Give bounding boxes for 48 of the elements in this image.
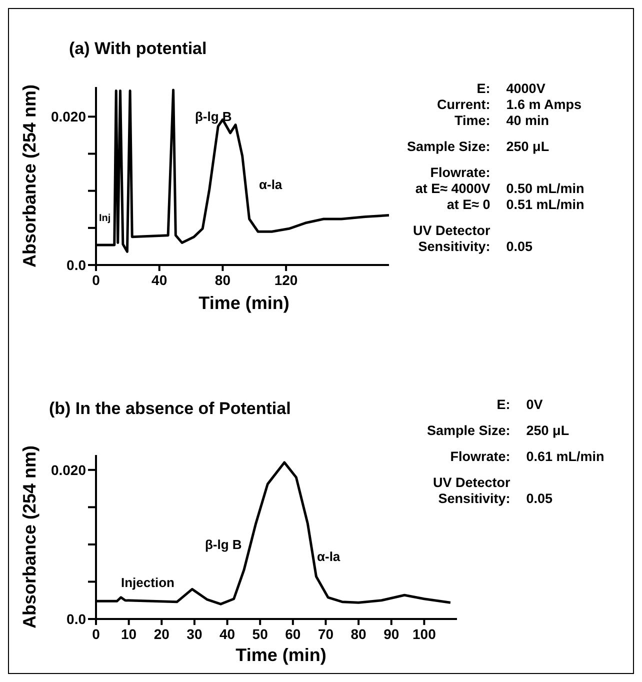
- text: 0V: [526, 397, 544, 413]
- y-axis-title: Absorbance (254 nm): [19, 84, 40, 268]
- x-tick-label: 120: [274, 272, 298, 288]
- x-tick-label: 20: [154, 626, 170, 642]
- annotation: β-lg B: [195, 109, 232, 124]
- text: 0.50 mL/min 0.51 mL/min: [506, 181, 584, 213]
- y-axis-title: Absorbance (254 nm): [19, 445, 40, 629]
- x-tick-label: 80: [214, 272, 231, 288]
- line-series: [96, 88, 389, 253]
- x-axis-title: Time (min): [198, 293, 290, 314]
- x-tick-label: 10: [121, 626, 137, 642]
- text: 250 μL: [506, 139, 550, 155]
- text: 0.05: [526, 491, 554, 507]
- text: Sample Size:: [427, 423, 510, 439]
- text: 4000V 1.6 m Amps 40 min: [506, 81, 583, 129]
- x-tick-label: 40: [219, 626, 236, 642]
- chart-title: (b) In the absence of Potential: [49, 399, 291, 419]
- annotation: α-la: [259, 177, 282, 192]
- annotation: Inj: [99, 213, 111, 224]
- y-tick-label: 0.020: [50, 462, 86, 478]
- x-tick-label: 30: [186, 626, 202, 642]
- annotation: Injection: [121, 575, 174, 590]
- y-tick-label: 0.0: [66, 610, 86, 627]
- x-tick-label: 60: [285, 626, 301, 642]
- x-tick-label: 100: [412, 626, 436, 642]
- y-tick-label: 0.0: [66, 256, 86, 273]
- x-tick-label: 90: [384, 626, 400, 642]
- annotation: UV Detector Sensitivity:: [432, 475, 510, 507]
- text: E:: [496, 397, 510, 413]
- text: 0.05: [506, 239, 534, 255]
- x-tick-label: 70: [318, 626, 334, 642]
- y-tick-label: 0.020: [50, 108, 86, 125]
- x-tick-label: 50: [252, 626, 268, 642]
- text: E: Current: Time:: [436, 81, 490, 129]
- x-tick-label: 40: [152, 272, 168, 288]
- chart-title: (a) With potential: [69, 39, 207, 59]
- annotation: β-lg B: [205, 537, 242, 552]
- text: 250 μL: [526, 423, 570, 439]
- annotation: α-la: [317, 549, 340, 564]
- text: Flowrate: at E≈ 4000V at E≈ 0: [414, 165, 490, 213]
- annotation: Flowrate:: [449, 449, 510, 465]
- x-tick-label: 0: [92, 626, 100, 642]
- text: 0.61 mL/min: [526, 449, 604, 465]
- x-tick-label: 80: [350, 626, 367, 642]
- x-tick-label: 0: [92, 272, 100, 288]
- x-axis-title: Time (min): [234, 645, 328, 666]
- text: UV Detector Sensitivity:: [412, 223, 490, 255]
- text: Sample Size:: [407, 139, 490, 155]
